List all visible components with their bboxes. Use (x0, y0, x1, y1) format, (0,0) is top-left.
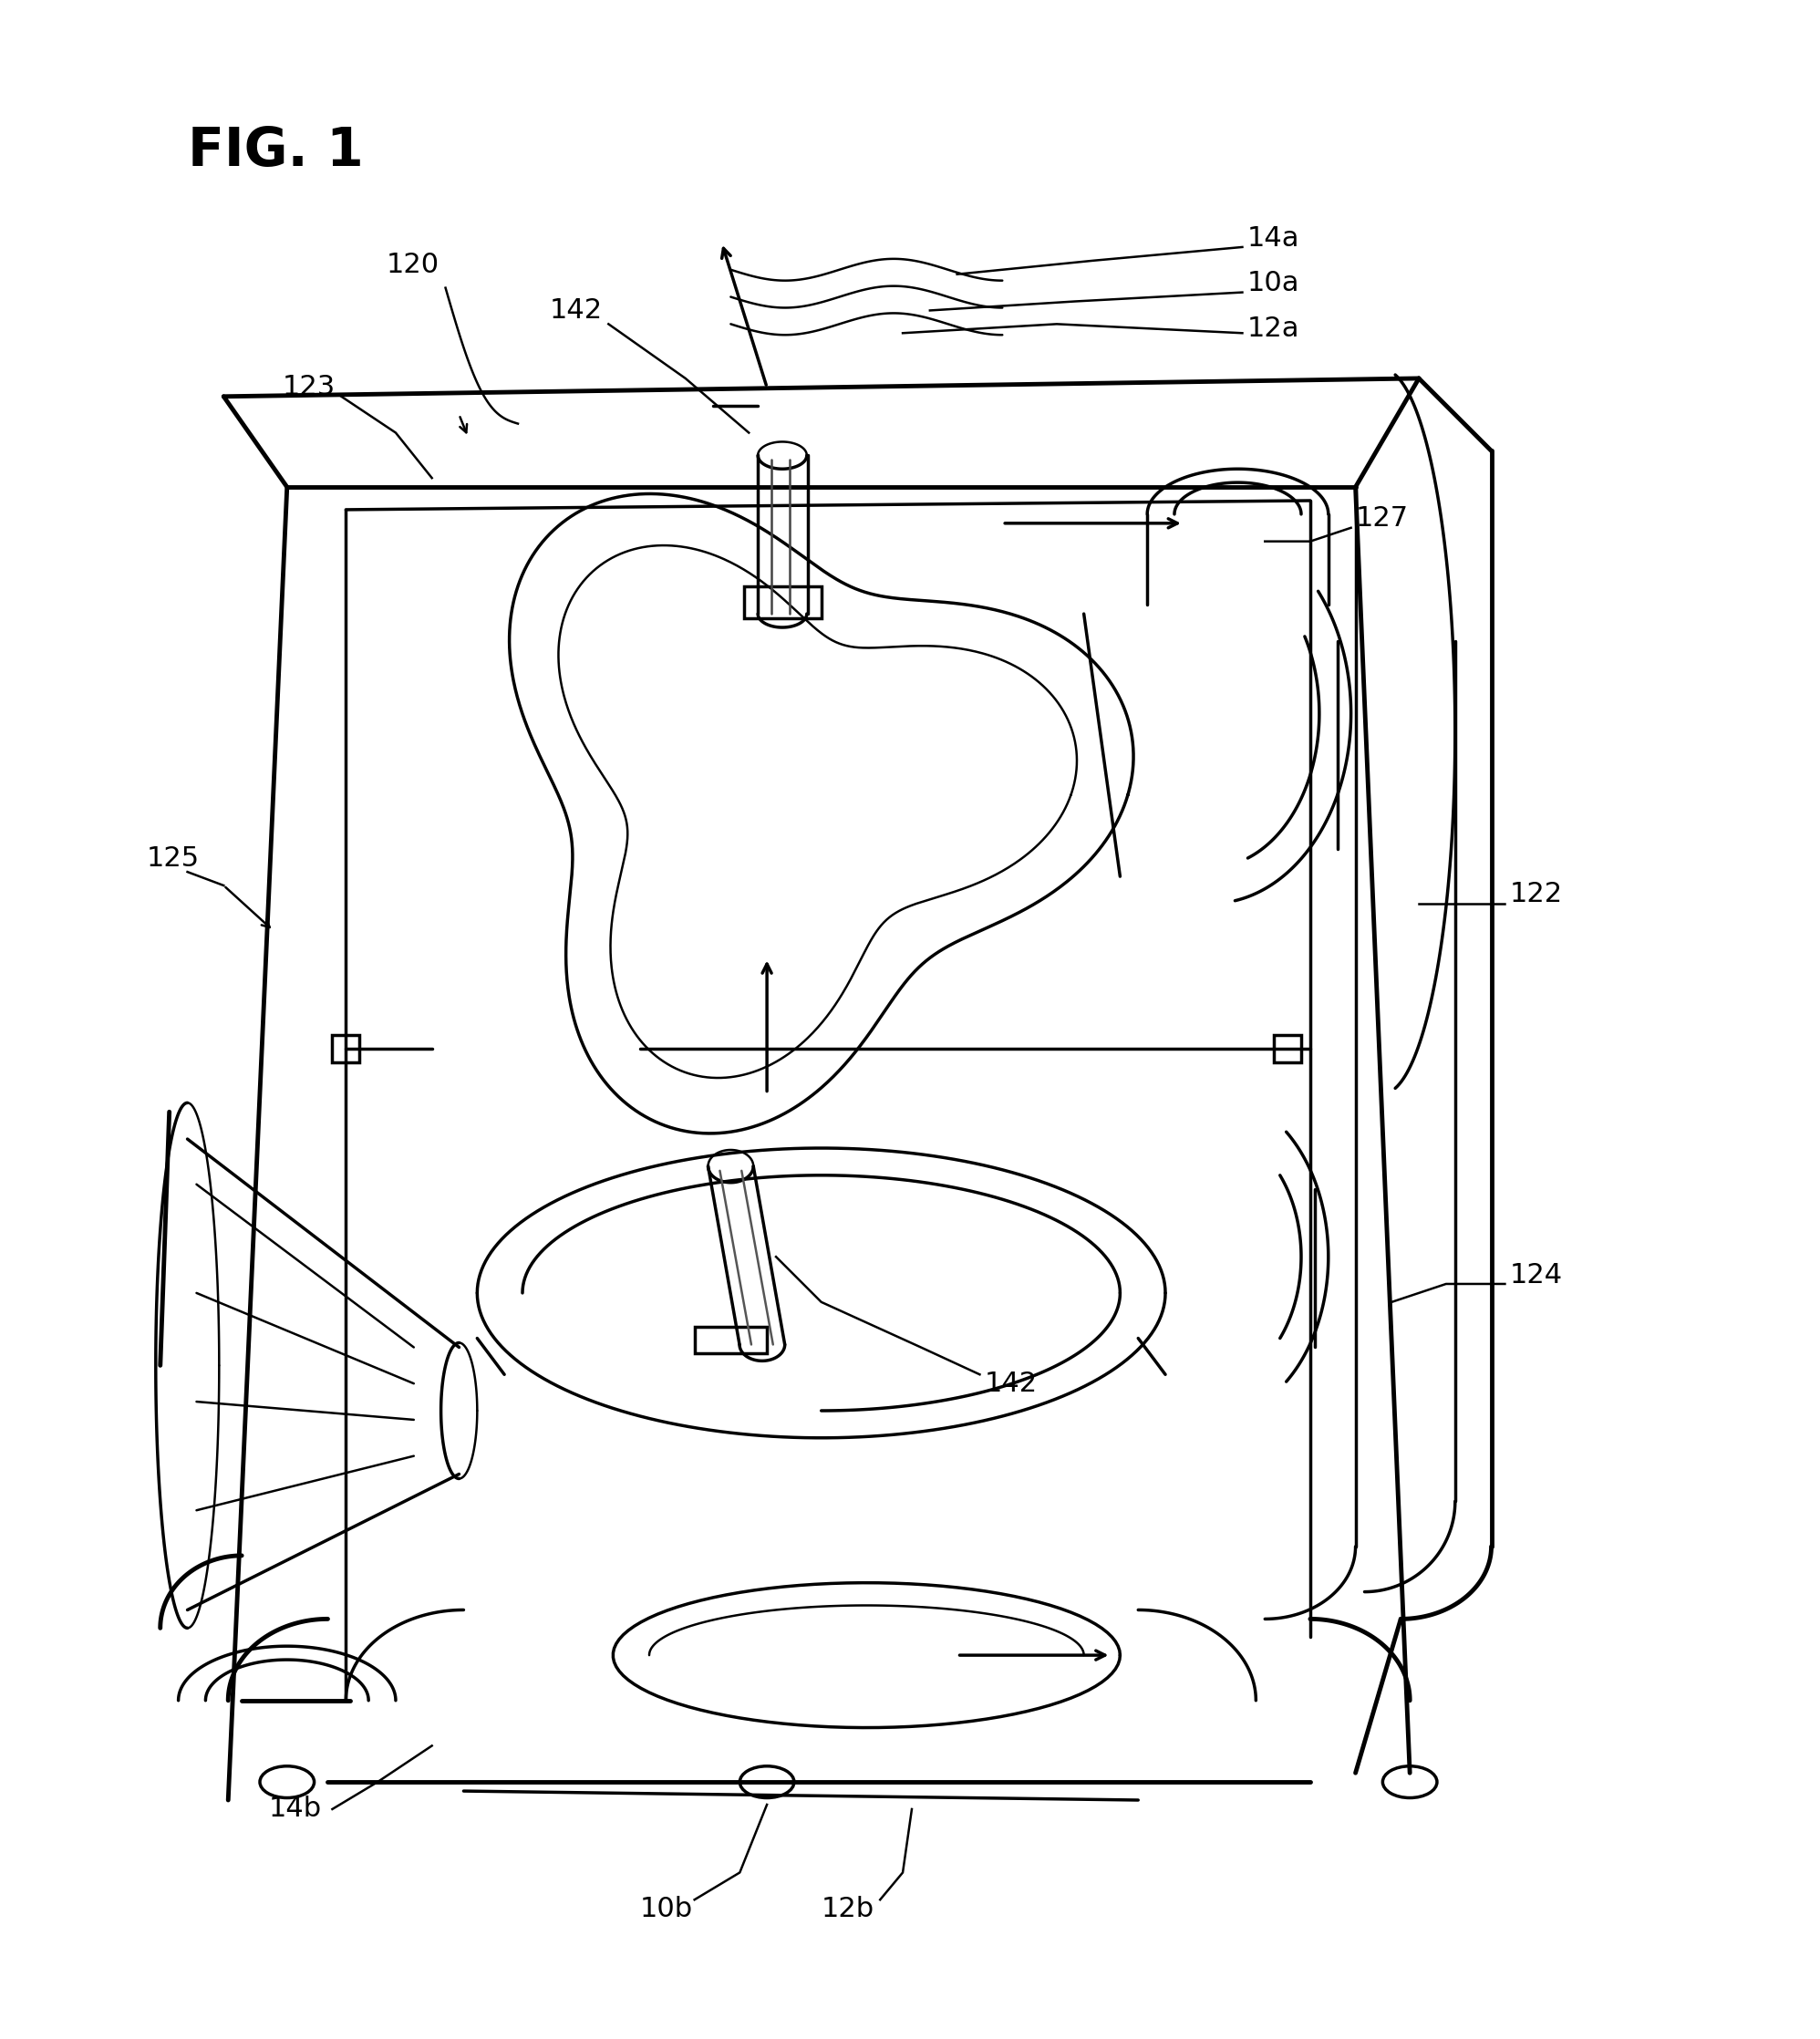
Ellipse shape (739, 1766, 794, 1798)
Text: 120: 120 (386, 253, 440, 279)
Text: 10b: 10b (641, 1896, 693, 1923)
Text: 125: 125 (147, 844, 200, 871)
Text: 14b: 14b (269, 1796, 322, 1823)
Text: 124: 124 (1509, 1262, 1562, 1289)
Bar (333, 1036, 360, 1062)
Bar (695, 1327, 766, 1354)
Ellipse shape (260, 1766, 315, 1798)
Text: 14a: 14a (1247, 224, 1299, 251)
Text: FIG. 1: FIG. 1 (187, 124, 364, 177)
Text: 12b: 12b (821, 1896, 874, 1923)
Text: 123: 123 (282, 375, 335, 400)
Text: 142: 142 (985, 1370, 1037, 1397)
Text: 10a: 10a (1247, 269, 1299, 296)
Bar (744, 587, 821, 618)
Text: 122: 122 (1509, 881, 1562, 907)
Text: 142: 142 (550, 298, 602, 324)
Ellipse shape (1383, 1766, 1438, 1798)
Text: 12a: 12a (1247, 316, 1299, 343)
Bar (1274, 1036, 1301, 1062)
Text: 127: 127 (1356, 506, 1409, 532)
